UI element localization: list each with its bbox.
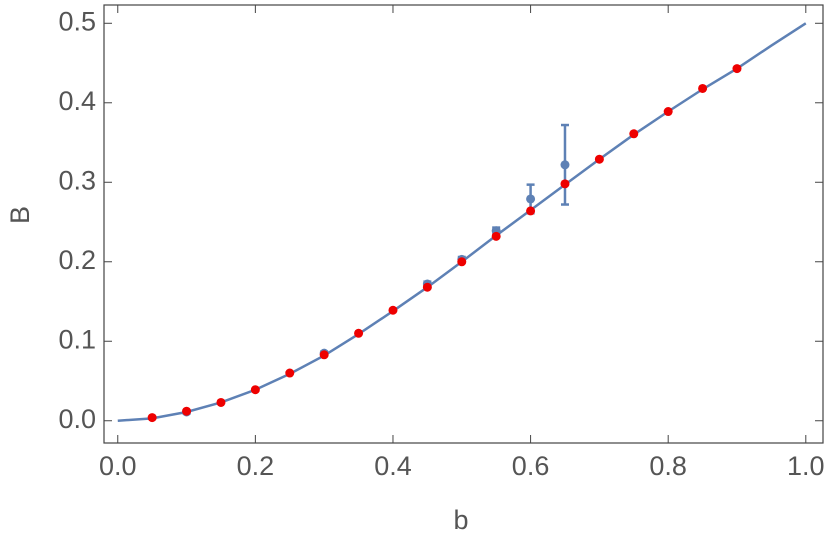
x-axis-label: b xyxy=(453,505,468,535)
y-tick-label: 0.3 xyxy=(58,165,96,195)
point xyxy=(216,397,226,407)
y-tick-label: 0.5 xyxy=(58,6,96,36)
point xyxy=(250,385,260,395)
point xyxy=(698,83,708,93)
point xyxy=(732,64,742,74)
point xyxy=(663,107,673,117)
point xyxy=(388,305,398,315)
y-tick-label: 0.4 xyxy=(58,86,96,116)
point xyxy=(182,406,192,416)
point xyxy=(147,413,157,423)
x-tick-label: 0.8 xyxy=(649,451,687,481)
curve xyxy=(117,22,807,422)
y-tick-label: 0.0 xyxy=(58,404,96,434)
x-tick-label: 0.0 xyxy=(99,451,137,481)
y-tick-label: 0.2 xyxy=(58,245,96,275)
x-tick-label: 0.4 xyxy=(374,451,412,481)
plot-frame xyxy=(103,4,824,444)
point xyxy=(491,231,501,241)
point xyxy=(594,154,604,164)
point xyxy=(560,179,570,189)
point xyxy=(285,368,295,378)
point xyxy=(526,194,536,204)
y-axis-label: B xyxy=(5,206,35,224)
point xyxy=(457,257,467,267)
y-tick-label: 0.1 xyxy=(58,324,96,354)
point xyxy=(629,129,639,139)
x-tick-label: 1.0 xyxy=(787,451,825,481)
point xyxy=(560,160,570,170)
x-tick-label: 0.2 xyxy=(237,451,275,481)
point xyxy=(422,282,432,292)
point xyxy=(319,350,329,360)
point xyxy=(526,206,536,216)
x-tick-label: 0.6 xyxy=(512,451,550,481)
point xyxy=(354,328,364,338)
